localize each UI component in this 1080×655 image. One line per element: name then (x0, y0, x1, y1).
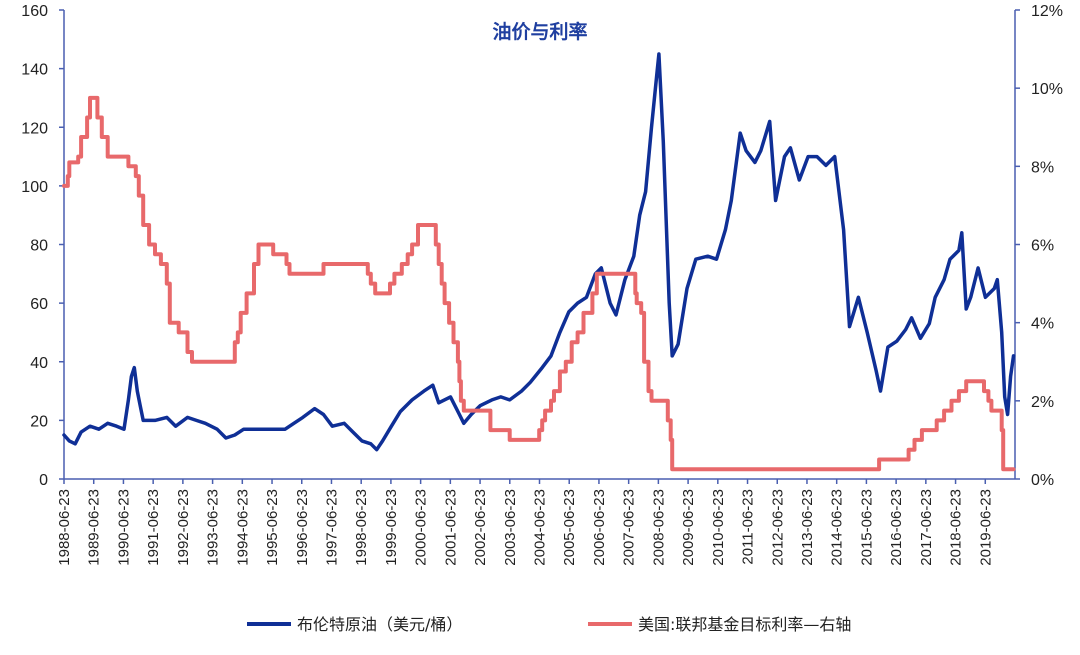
y-right-tick-label: 12% (1031, 3, 1063, 20)
x-tick-label: 2001-06-23 (442, 489, 459, 566)
y-left-tick-label: 20 (30, 413, 48, 430)
y-right-tick-label: 4% (1031, 316, 1054, 333)
x-tick-label: 2007-06-23 (621, 489, 638, 566)
x-tick-label: 2008-06-23 (650, 489, 667, 566)
x-tick-label: 1991-06-23 (145, 489, 162, 566)
x-tick-label: 2015-06-23 (858, 489, 875, 566)
x-tick-label: 1997-06-23 (323, 489, 340, 566)
x-tick-label: 1996-06-23 (294, 489, 311, 566)
legend-label-1: 布伦特原油（美元/桶） (297, 615, 462, 634)
x-tick-label: 1990-06-23 (115, 489, 132, 566)
x-tick-label: 1993-06-23 (205, 489, 222, 566)
x-tick-label: 2004-06-23 (532, 489, 549, 566)
x-tick-label: 2006-06-23 (591, 489, 608, 566)
x-tick-label: 1994-06-23 (234, 489, 251, 566)
x-tick-label: 2019-06-23 (977, 489, 994, 566)
y-right-tick-label: 8% (1031, 159, 1054, 176)
x-tick-label: 2003-06-23 (502, 489, 519, 566)
y-right-tick-label: 0% (1031, 472, 1054, 489)
x-tick-label: 2002-06-23 (472, 489, 489, 566)
y-left-tick-label: 60 (30, 296, 48, 313)
x-tick-label: 2005-06-23 (561, 489, 578, 566)
y-left-tick-label: 160 (21, 3, 48, 20)
series-line-1 (62, 52, 1016, 452)
y-left-tick-label: 80 (30, 238, 48, 255)
series-line-2 (62, 95, 1016, 472)
x-tick-label: 2013-06-23 (799, 489, 816, 566)
x-tick-label: 1999-06-23 (383, 489, 400, 566)
x-tick-label: 2016-06-23 (888, 489, 905, 566)
x-tick-label: 1992-06-23 (175, 489, 192, 566)
y-left-tick-label: 140 (21, 62, 48, 79)
axes: 0 20 40 60 80 100 120 140 160 0% 2% 4% 6% 8% 10% 12% 198… (21, 3, 1063, 566)
legend-label-2: 美国:联邦基金目标利率—右轴 (638, 615, 851, 634)
x-tick-label: 2011-06-23 (740, 489, 757, 565)
x-tick-label: 2014-06-23 (829, 489, 846, 566)
x-tick-label: 2017-06-23 (918, 489, 935, 566)
y-left-tick-label: 100 (21, 179, 48, 196)
y-right-tick-label: 10% (1031, 81, 1063, 98)
x-tick-label: 2010-06-23 (710, 489, 727, 566)
x-tick-label: 2009-06-23 (680, 489, 697, 566)
y-left-tick-label: 120 (21, 120, 48, 137)
legend: 布伦特原油（美元/桶） 美国:联邦基金目标利率—右轴 (247, 615, 851, 634)
series-lines (62, 52, 1016, 472)
y-right-tick-label: 6% (1031, 238, 1054, 255)
x-tick-label: 2012-06-23 (769, 489, 786, 566)
y-left-tick-label: 40 (30, 355, 48, 372)
chart-title: 油价与利率 (492, 20, 587, 43)
x-tick-label: 1989-06-23 (86, 489, 103, 566)
x-tick-label: 2000-06-23 (413, 489, 430, 566)
y-right-tick-label: 2% (1031, 394, 1054, 411)
x-tick-label: 1995-06-23 (264, 489, 281, 566)
x-tick-label: 1998-06-23 (353, 489, 370, 566)
y-left-tick-label: 0 (39, 472, 48, 489)
x-tick-label: 2018-06-23 (948, 489, 965, 566)
x-tick-label: 1988-06-23 (56, 489, 73, 566)
